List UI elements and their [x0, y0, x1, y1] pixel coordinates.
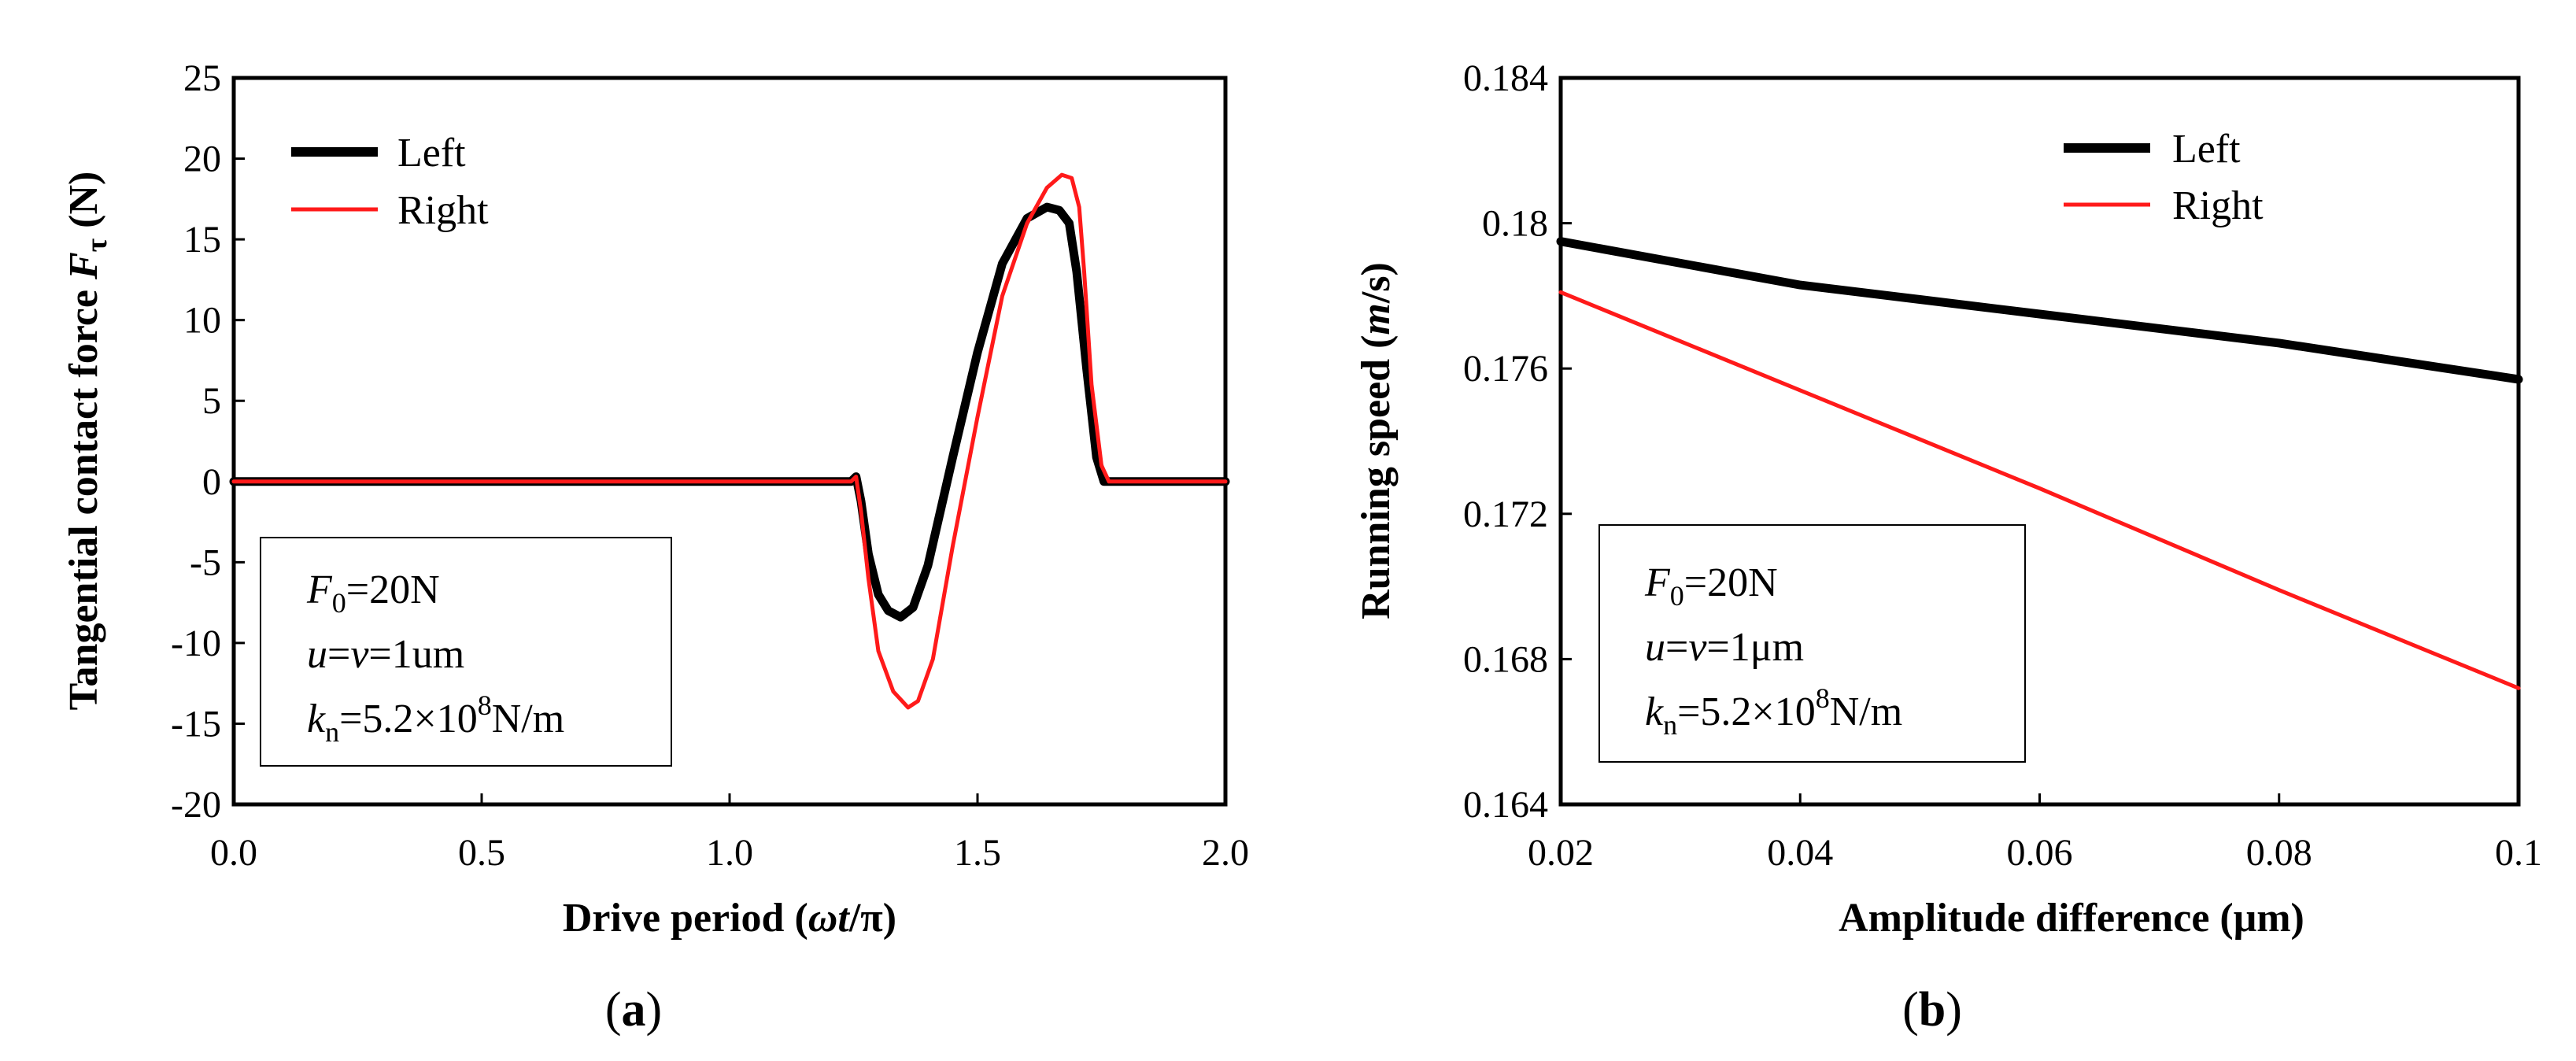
panel-a-series: [229, 172, 1230, 710]
panel-b-x-tick-label: 0.08: [2246, 832, 2312, 874]
panel-a-y-tick-label: 20: [183, 139, 221, 180]
panel-b-x-tick-label: 0.06: [2007, 832, 2073, 874]
panel-a-y-tick-label: 25: [183, 57, 221, 99]
panel-b-y-tick-label: 0.172: [1463, 494, 1548, 535]
panel-b-y-tick-label: 0.164: [1463, 784, 1548, 826]
panel-b-y-tick-label: 0.184: [1463, 57, 1548, 99]
panel-a-x-tick-label: 1.5: [954, 832, 1001, 874]
panel-b-legend-label-right: Right: [2172, 183, 2264, 228]
panel-b-x-tick-label: 0.02: [1528, 832, 1594, 874]
panel-b-x-tick-label: 0.04: [1767, 832, 1833, 874]
panel-a-info-box: F0=20N u=v=1um kn=5.2×108N/m: [260, 537, 672, 767]
panel-a-legend-label-right: Right: [397, 188, 489, 233]
panel-a-y-axis-label: Tangential contact force Fτ (N): [61, 172, 113, 711]
panel-a-series-line-right: [231, 172, 1228, 710]
panel-a-info-stiffness: kn=5.2×108N/m: [307, 689, 564, 748]
panel-b-info-frame: [1598, 524, 2026, 763]
panel-a-x-ticks: 0.0 0.5 1.0 1.5 2.0: [210, 793, 1249, 874]
panel-a-y-ticks: -20 -15 -10 -5 0 5 10 15 20 25: [171, 57, 245, 826]
panel-a-info-amplitude: u=v=1um: [307, 632, 464, 677]
panel-a-x-axis-label: Drive period (ωt/π): [563, 896, 896, 941]
panel-b-x-axis-label: Amplitude difference (μm): [1839, 896, 2304, 941]
panel-b-y-ticks: 0.164 0.168 0.172 0.176 0.18 0.184: [1463, 57, 1572, 826]
panel-a-y-tick-label: 10: [183, 300, 221, 342]
panel-a-y-tick-label: 15: [183, 219, 221, 261]
panel-a-caption: (a): [605, 983, 662, 1037]
panel-a-legend-label-left: Left: [397, 131, 466, 176]
panel-b-y-tick-label: 0.168: [1463, 638, 1548, 680]
panel-b-series-line-left: [1556, 237, 2523, 384]
panel-b-series: [1556, 237, 2523, 690]
panel-a-x-tick-label: 2.0: [1202, 832, 1249, 874]
panel-b-info-amplitude: u=v=1μm: [1645, 625, 1804, 670]
panel-a: -20 -15 -10 -5 0 5 10 15 20 25 0.0 0.5 1.0 1.5 2.0 Le…: [61, 57, 1249, 1037]
panel-a-y-tick-label: -5: [190, 542, 221, 583]
panel-b-legend-label-left: Left: [2172, 127, 2241, 172]
panel-a-x-tick-label: 0.5: [458, 832, 505, 874]
panel-b-caption: (b): [1902, 983, 1962, 1037]
panel-a-info-frame: [260, 537, 672, 767]
panel-b-info-box: F0=20N u=v=1μm kn=5.2×108N/m: [1598, 524, 2026, 763]
panel-b-info-stiffness: kn=5.2×108N/m: [1645, 682, 1902, 741]
panel-a-x-tick-label: 0.0: [210, 832, 257, 874]
panel-a-y-tick-label: 0: [202, 461, 221, 503]
panel-a-y-tick-label: -15: [171, 703, 221, 745]
panel-b-info-force: F0=20N: [1644, 560, 1778, 612]
panel-a-legend: Left Right: [291, 131, 489, 233]
panel-b-x-ticks: 0.02 0.04 0.06 0.08 0.1: [1528, 793, 2542, 874]
panel-b-x-tick-label: 0.1: [2495, 832, 2542, 874]
panel-a-y-tick-label: 5: [202, 380, 221, 422]
panel-b-y-axis-label: Running speed (m/s): [1354, 262, 1399, 619]
panel-b-y-tick-label: 0.176: [1463, 348, 1548, 390]
panel-a-y-tick-label: -10: [171, 623, 221, 664]
panel-a-y-tick-label: -20: [171, 784, 221, 826]
panel-a-x-tick-label: 1.0: [706, 832, 753, 874]
panel-b-legend: Left Right: [2064, 127, 2264, 228]
panel-a-info-force: F0=20N: [306, 567, 440, 619]
panel-b-y-tick-label: 0.18: [1482, 203, 1548, 245]
panel-b-series-line-right: [1558, 290, 2521, 690]
